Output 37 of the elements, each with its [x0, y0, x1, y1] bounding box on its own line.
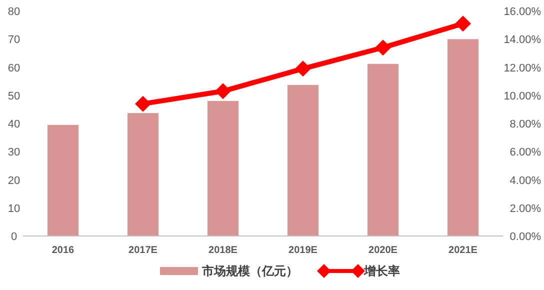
y-tick-label: 10 — [8, 202, 20, 215]
y2-tick-label: 12.00% — [504, 62, 542, 74]
y-tick-label: 30 — [8, 146, 20, 159]
point — [455, 16, 471, 32]
y-tick-label: 60 — [8, 62, 20, 74]
legend-label: 市场规模（亿元） — [201, 264, 298, 278]
y2-tick-label: 6.00% — [510, 146, 542, 159]
bar — [208, 101, 238, 236]
y2-tick-label: 4.00% — [510, 174, 542, 187]
y-tick-label: 40 — [8, 118, 20, 130]
y2-tick-label: 10.00% — [504, 90, 542, 102]
y2-tick-label: 8.00% — [510, 118, 542, 130]
point — [295, 60, 311, 77]
y-tick-label: 50 — [8, 90, 20, 102]
y2-tick-label: 2.00% — [510, 202, 542, 215]
x-tick-label: 2017E — [128, 245, 158, 256]
x-tick-label: 2016 — [52, 245, 75, 256]
bar — [288, 84, 318, 236]
bar — [368, 64, 398, 236]
point — [135, 96, 151, 112]
bar — [448, 39, 478, 236]
point — [375, 40, 391, 56]
x-tick-label: 2019E — [288, 245, 318, 256]
y2-tick-label: 14.00% — [504, 34, 542, 46]
point — [215, 83, 231, 100]
y-tick-label: 70 — [8, 34, 20, 46]
bar — [128, 113, 158, 236]
x-tick-label: 2018E — [208, 245, 238, 256]
y2-tick-label: 16.00% — [504, 6, 542, 18]
y-tick-label: 20 — [8, 174, 20, 187]
bar — [48, 124, 78, 236]
y2-tick-label: 0.00% — [510, 231, 542, 243]
y-tick-label: 0 — [10, 231, 18, 243]
x-tick-label: 2021E — [448, 245, 478, 256]
y-tick-label: 80 — [8, 6, 20, 18]
legend-label: 增长率 — [363, 264, 400, 278]
x-tick-label: 2020E — [368, 245, 398, 256]
